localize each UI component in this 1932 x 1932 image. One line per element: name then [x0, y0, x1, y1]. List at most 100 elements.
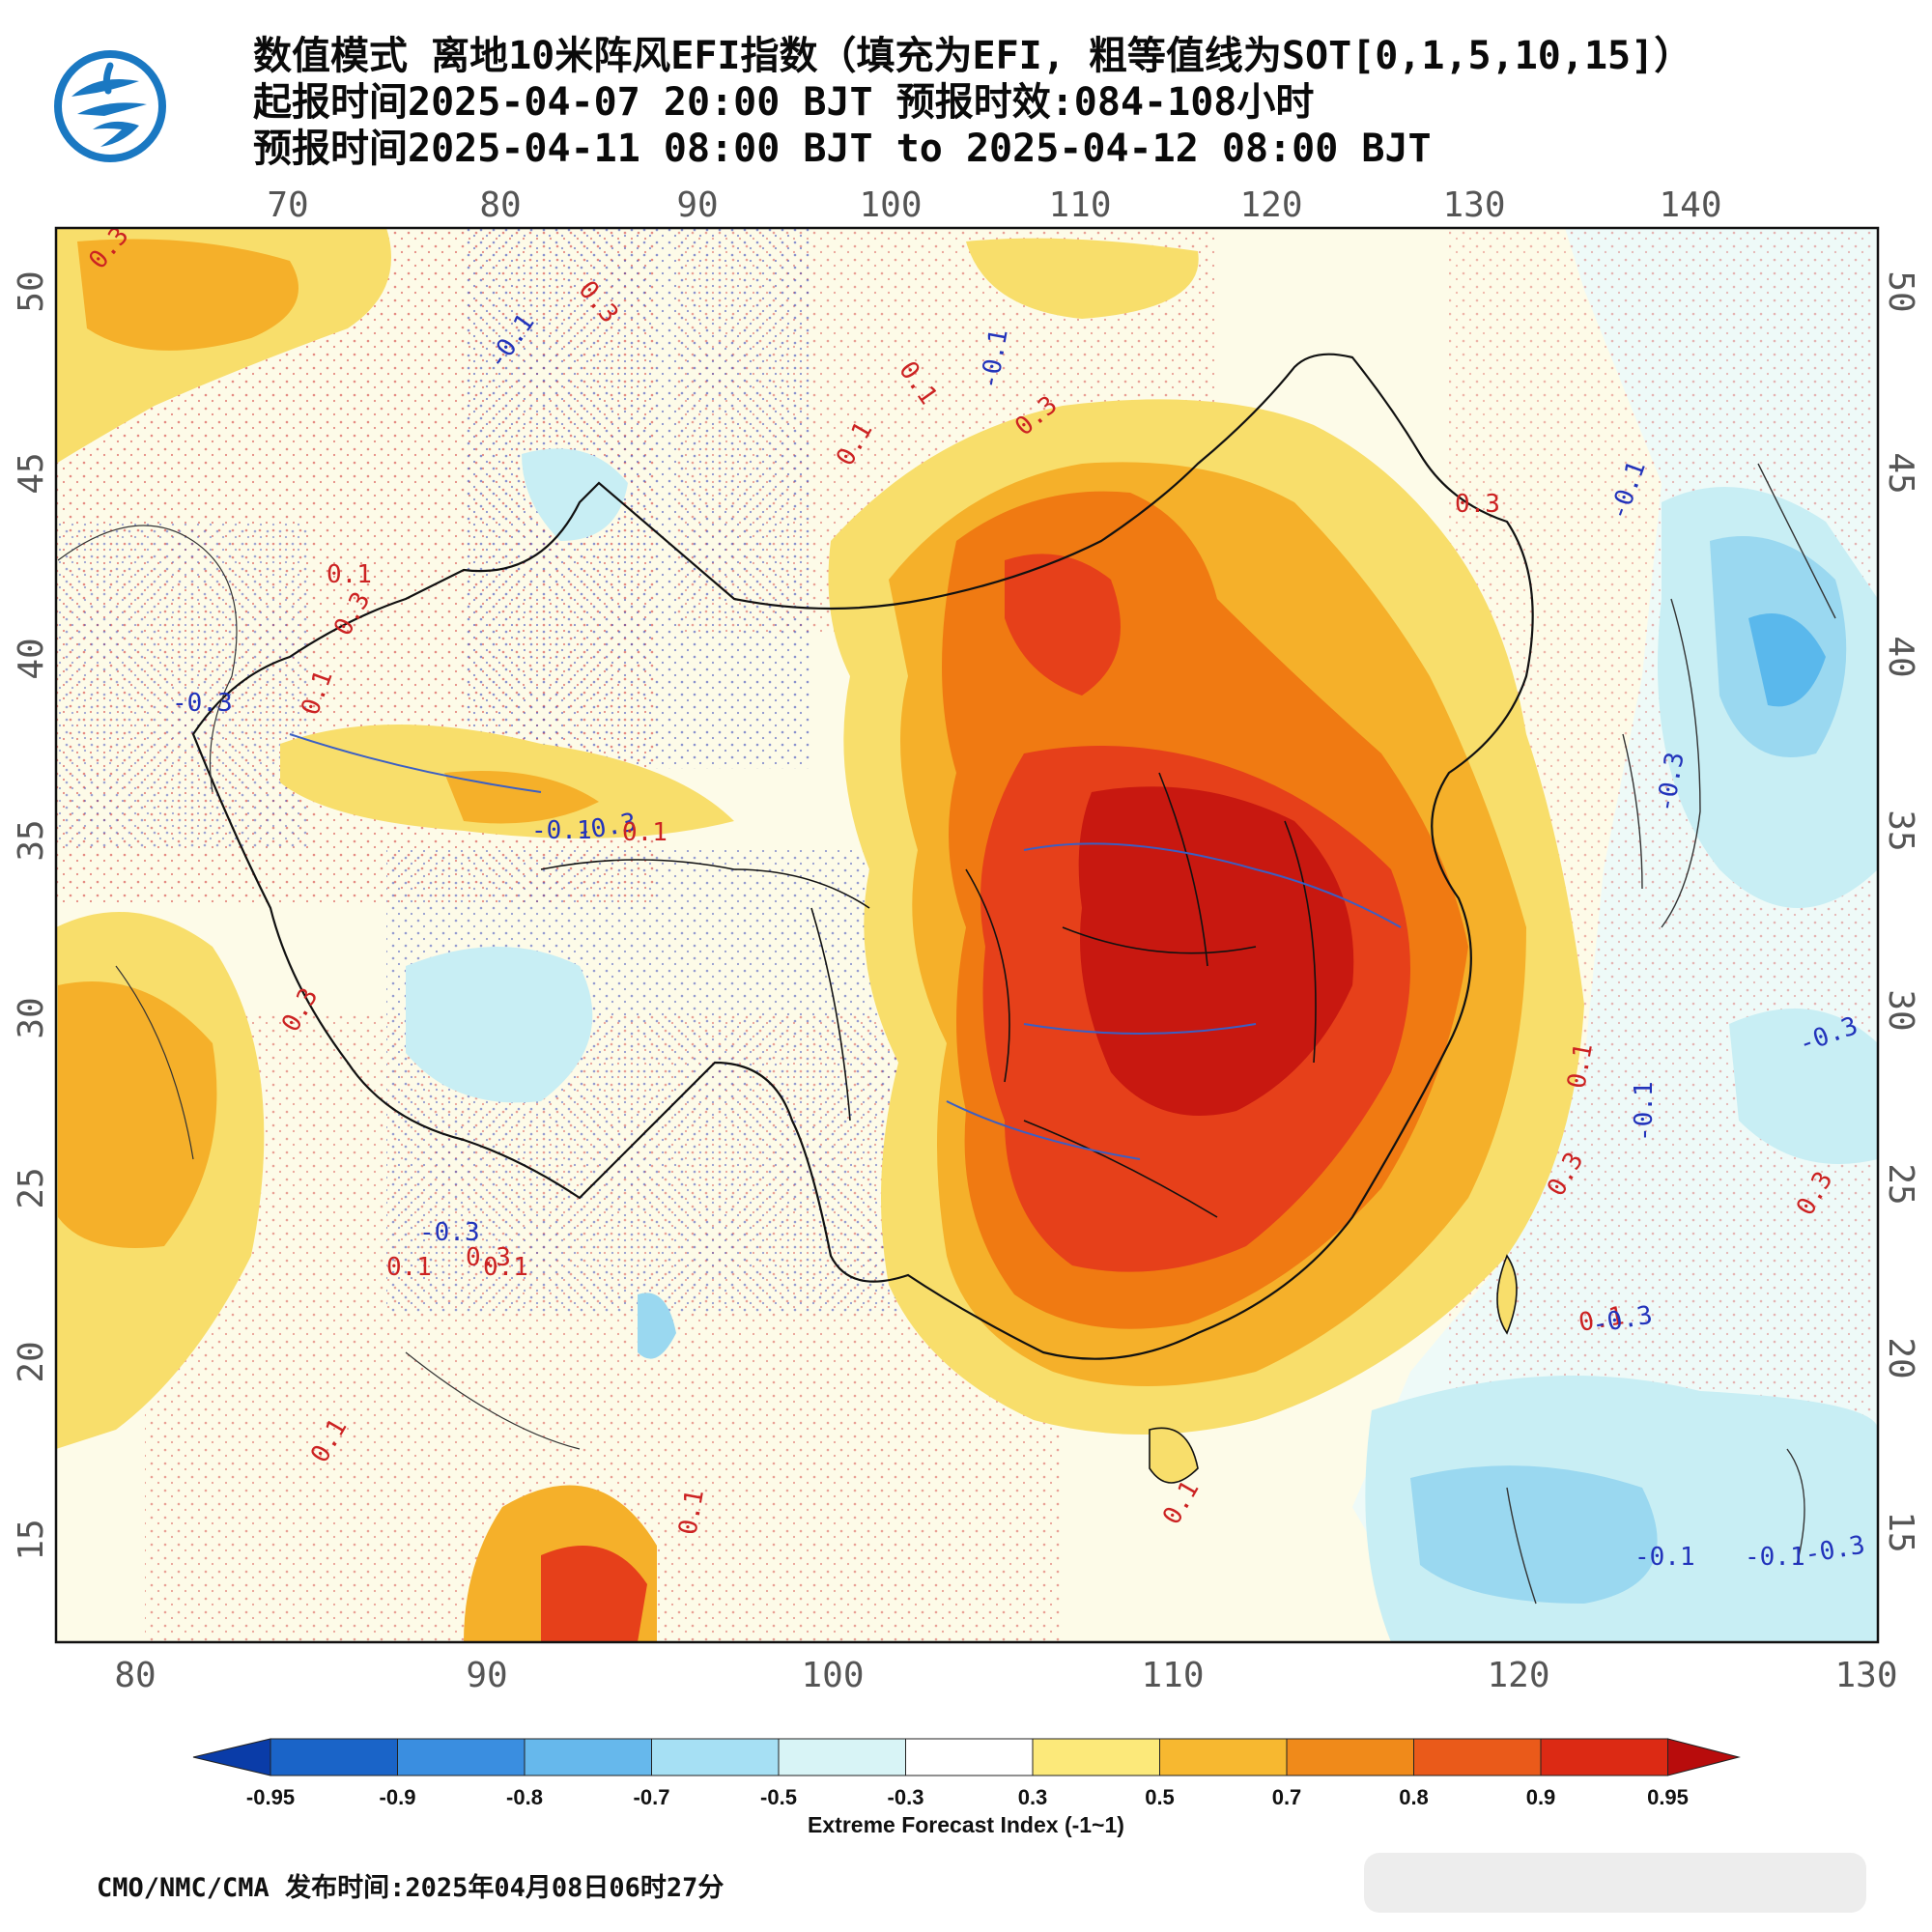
map-field: 0.30.3-0.10.1 -0.10.30.10.3 -0.1-0.3-0.30.… — [56, 228, 1878, 1642]
efi-blue-03-mongolia — [522, 448, 628, 541]
hainan — [1149, 1427, 1199, 1484]
contour-label: 0.3 — [1455, 490, 1500, 519]
efi-05-northwest — [77, 239, 298, 351]
contour-label: -0.3 — [419, 1218, 480, 1247]
lon-label-top: 130 — [1442, 185, 1505, 225]
efi-blue-03-east — [1729, 1009, 1878, 1164]
lon-label-top: 80 — [479, 185, 521, 225]
title-line-3: 预报时间2025-04-11 08:00 BJT to 2025-04-12 0… — [253, 127, 1432, 171]
colorbar-tick-label: 0.8 — [1399, 1785, 1429, 1809]
province-borders — [540, 772, 1317, 1218]
lon-label-bottom: 120 — [1487, 1656, 1549, 1695]
colorbar-tick-label: -0.9 — [380, 1785, 416, 1809]
lon-label-bottom: 90 — [466, 1656, 507, 1695]
colorbar-tick-label: 0.95 — [1647, 1785, 1689, 1809]
colorbar-tick-label: -0.8 — [506, 1785, 543, 1809]
colorbar-segment — [778, 1738, 906, 1776]
rivers — [289, 733, 1402, 1160]
contour-label: 0.1 — [483, 1253, 528, 1282]
colorbar-segment — [397, 1738, 526, 1776]
map-frame — [54, 226, 1880, 1644]
lat-label-left: 20 — [12, 1341, 51, 1382]
lon-label-top: 100 — [859, 185, 922, 225]
lat-label-left: 45 — [12, 452, 51, 494]
blue-dotted-region-west — [58, 522, 309, 850]
lon-label-bottom: 100 — [801, 1656, 864, 1695]
contour-label: 0.1 — [386, 1253, 432, 1282]
colorbar-arrow-left — [192, 1738, 271, 1776]
lat-label-left: 15 — [12, 1519, 51, 1560]
lat-labels-right: 50 45 40 35 30 25 20 15 — [1881, 270, 1920, 1552]
lat-label-right: 15 — [1881, 1511, 1920, 1552]
lon-label-top: 70 — [267, 185, 308, 225]
footer-issuer: CMO/NMC/CMA 发布时间:2025年04月08日06时27分 — [97, 1873, 724, 1903]
colorbar-title: Extreme Forecast Index (-1~1) — [808, 1812, 1124, 1837]
contour-label: 0.3 — [466, 1243, 511, 1272]
blue-dotted-region-mongolia — [464, 228, 811, 769]
lat-label-right: 35 — [1881, 810, 1920, 851]
lon-labels-top: 70 80 90 100 110 120 130 140 — [267, 185, 1721, 225]
lat-label-right: 30 — [1881, 989, 1920, 1031]
coastlines-japan-korea — [1622, 463, 1836, 928]
colorbar-tick-label: 0.5 — [1145, 1785, 1175, 1809]
efi-05-india — [58, 981, 217, 1248]
watermark-logo — [1364, 1853, 1866, 1913]
colorbar-tick-label: 0.7 — [1272, 1785, 1302, 1809]
lat-label-left: 50 — [12, 270, 51, 312]
efi-03-north-mongolia — [966, 238, 1199, 319]
lat-label-right: 20 — [1881, 1337, 1920, 1378]
efi-05-tarim — [444, 771, 599, 824]
colorbar-tick-label: -0.95 — [246, 1785, 295, 1809]
lat-labels-left: 50 45 40 35 30 25 20 15 — [12, 270, 51, 1560]
contour-label: -0.3 — [172, 689, 233, 718]
lon-label-bottom: 80 — [114, 1656, 156, 1695]
title-block: 数值模式 离地10米阵风EFI指数（填充为EFI, 粗等值线为SOT[0,1,5… — [253, 33, 1895, 172]
lat-label-right: 25 — [1881, 1163, 1920, 1205]
lat-label-right: 45 — [1881, 452, 1920, 494]
colorbar-segment — [1159, 1738, 1288, 1776]
lon-labels-bottom: 80 90 100 110 120 130 — [114, 1656, 1897, 1695]
lat-label-left: 25 — [12, 1167, 51, 1208]
colorbar-tick-label: 0.3 — [1018, 1785, 1048, 1809]
efi-08-bay-of-bengal — [541, 1546, 647, 1642]
efi-blue-07-japan-sea — [1748, 613, 1826, 707]
contour-label: -0.1 — [531, 816, 592, 845]
contour-label: 0.1 — [622, 818, 668, 847]
colorbar-segment — [270, 1738, 398, 1776]
colorbar-tick-label: -0.7 — [634, 1785, 670, 1809]
colorbar-segment — [905, 1738, 1034, 1776]
colorbar-segment — [1286, 1738, 1414, 1776]
colorbar: -0.95 -0.9 -0.8 -0.7 -0.5 -0.3 0.3 0.5 0.7 0.8 0.9… — [192, 1738, 1741, 1809]
efi-08-inner-mongolia — [1005, 554, 1121, 696]
lon-label-bottom: 130 — [1834, 1656, 1897, 1695]
coastlines-west — [57, 525, 581, 1450]
coastlines-philippines — [1506, 1448, 1805, 1605]
colorbar-tick-label: 0.9 — [1526, 1785, 1556, 1809]
efi-blue-03-tibet — [406, 947, 593, 1103]
taiwan — [1496, 1254, 1518, 1335]
colorbar-segment — [1413, 1738, 1542, 1776]
contour-label: -0.1 — [1630, 1081, 1659, 1142]
lat-label-left: 35 — [12, 819, 51, 861]
lon-label-top: 110 — [1048, 185, 1111, 225]
efi-blue-05-south-sea — [1410, 1465, 1658, 1604]
lon-label-bottom: 110 — [1141, 1656, 1204, 1695]
lat-label-left: 30 — [12, 997, 51, 1038]
title-line-1: 数值模式 离地10米阵风EFI指数（填充为EFI, 粗等值线为SOT[0,1,5… — [253, 34, 1693, 78]
contour-label: -0.1 — [1745, 1543, 1805, 1572]
colorbar-arrow-right — [1667, 1738, 1741, 1776]
title-line-2: 起报时间2025-04-07 20:00 BJT 预报时效:084-108小时 — [253, 80, 1315, 125]
lat-label-right: 40 — [1881, 636, 1920, 677]
colorbar-tick-label: -0.5 — [760, 1785, 797, 1809]
cma-logo — [54, 50, 166, 162]
contour-label: -0.1 — [1634, 1543, 1695, 1572]
lon-label-top: 90 — [676, 185, 718, 225]
colorbar-segment — [1032, 1738, 1160, 1776]
lat-label-left: 40 — [12, 638, 51, 679]
contour-label: 0.1 — [327, 560, 372, 589]
colorbar-segment — [524, 1738, 652, 1776]
lon-label-top: 120 — [1239, 185, 1302, 225]
efi-blue-05-myanmar — [638, 1293, 676, 1359]
colorbar-segment — [651, 1738, 780, 1776]
